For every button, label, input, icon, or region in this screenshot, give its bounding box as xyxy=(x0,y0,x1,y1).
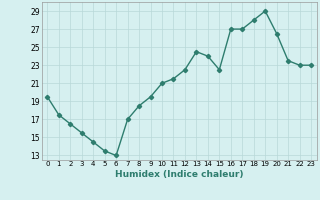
X-axis label: Humidex (Indice chaleur): Humidex (Indice chaleur) xyxy=(115,170,244,179)
